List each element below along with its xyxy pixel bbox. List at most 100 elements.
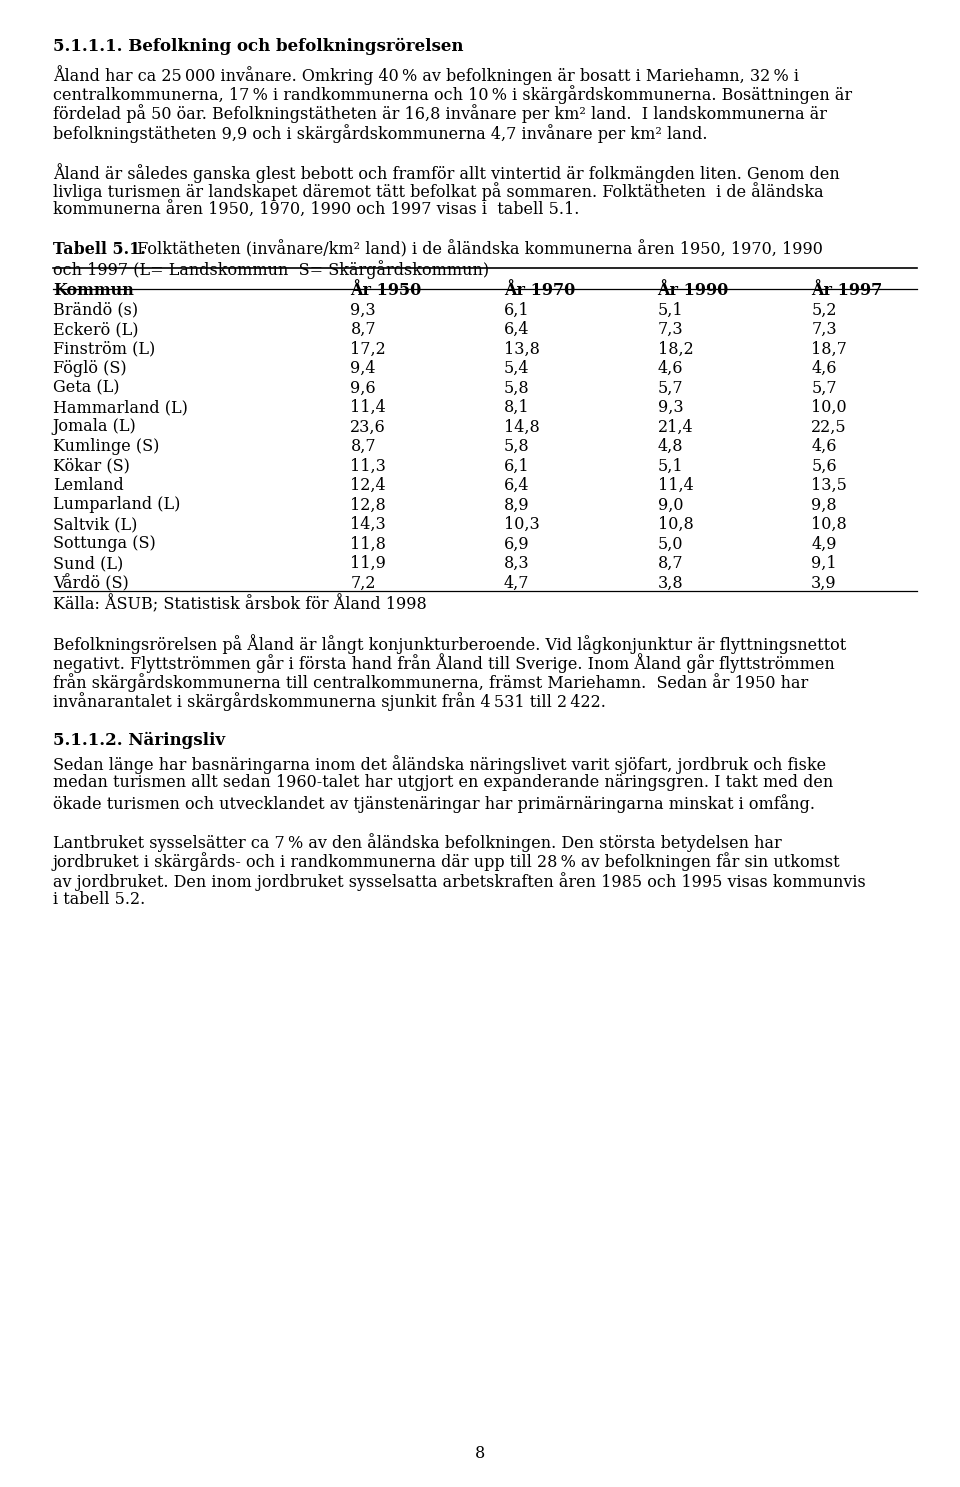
Text: 18,2: 18,2: [658, 341, 693, 357]
Text: Lumparland (L): Lumparland (L): [53, 497, 180, 513]
Text: från skärgårdskommunerna till centralkommunerna, främst Mariehamn.  Sedan år 195: från skärgårdskommunerna till centralkom…: [53, 674, 808, 691]
Text: 11,8: 11,8: [350, 535, 386, 553]
Text: 9,1: 9,1: [811, 555, 837, 572]
Text: Lemland: Lemland: [53, 477, 124, 494]
Text: 8,7: 8,7: [350, 439, 376, 455]
Text: Lantbruket sysselsätter ca 7 % av den åländska befolkningen. Den största betydel: Lantbruket sysselsätter ca 7 % av den ål…: [53, 833, 781, 852]
Text: År 1970: År 1970: [504, 283, 575, 299]
Text: 7,3: 7,3: [658, 321, 684, 338]
Text: och 1997 (L= Landskommun  S= Skärgårdskommun): och 1997 (L= Landskommun S= Skärgårdskom…: [53, 260, 489, 280]
Text: 11,9: 11,9: [350, 555, 386, 572]
Text: livliga turismen är landskapet däremot tätt befolkat på sommaren. Folktätheten  : livliga turismen är landskapet däremot t…: [53, 183, 824, 201]
Text: 6,4: 6,4: [504, 477, 530, 494]
Text: Folktätheten (invånare/km² land) i de åländska kommunerna åren 1950, 1970, 1990: Folktätheten (invånare/km² land) i de ål…: [132, 241, 823, 259]
Text: År 1950: År 1950: [350, 283, 421, 299]
Text: 12,4: 12,4: [350, 477, 386, 494]
Text: 11,4: 11,4: [350, 399, 386, 416]
Text: Föglö (S): Föglö (S): [53, 360, 127, 376]
Text: 4,7: 4,7: [504, 574, 530, 592]
Text: 10,8: 10,8: [658, 516, 693, 532]
Text: 8,3: 8,3: [504, 555, 530, 572]
Text: 7,3: 7,3: [811, 321, 837, 338]
Text: 8,9: 8,9: [504, 497, 530, 513]
Text: 3,8: 3,8: [658, 574, 684, 592]
Text: 5,8: 5,8: [504, 439, 530, 455]
Text: 5.1.1.2. Näringsliv: 5.1.1.2. Näringsliv: [53, 732, 225, 748]
Text: Brändö (s): Brändö (s): [53, 302, 138, 318]
Text: Tabell 5.1.: Tabell 5.1.: [53, 241, 146, 259]
Text: Sottunga (S): Sottunga (S): [53, 535, 156, 553]
Text: 9,0: 9,0: [658, 497, 684, 513]
Text: 9,4: 9,4: [350, 360, 376, 376]
Text: 14,8: 14,8: [504, 418, 540, 436]
Text: 8: 8: [475, 1445, 485, 1462]
Text: 6,4: 6,4: [504, 321, 530, 338]
Text: ökade turismen och utvecklandet av tjänstenäringar har primärnäringarna minskat : ökade turismen och utvecklandet av tjäns…: [53, 794, 815, 813]
Text: Hammarland (L): Hammarland (L): [53, 399, 187, 416]
Text: Åland har ca 25 000 invånare. Omkring 40 % av befolkningen är bosatt i Mariehamn: Åland har ca 25 000 invånare. Omkring 40…: [53, 65, 799, 85]
Text: jordbruket i skärgårds- och i randkommunerna där upp till 28 % av befolkningen f: jordbruket i skärgårds- och i randkommun…: [53, 852, 840, 871]
Text: Kumlinge (S): Kumlinge (S): [53, 439, 159, 455]
Text: 9,3: 9,3: [350, 302, 376, 318]
Text: 3,9: 3,9: [811, 574, 837, 592]
Text: Geta (L): Geta (L): [53, 379, 119, 397]
Text: negativt. Flyttströmmen går i första hand från Åland till Sverige. Inom Åland gå: negativt. Flyttströmmen går i första han…: [53, 653, 834, 674]
Text: Jomala (L): Jomala (L): [53, 418, 136, 436]
Text: 5,2: 5,2: [811, 302, 837, 318]
Text: 10,8: 10,8: [811, 516, 847, 532]
Text: 5,7: 5,7: [811, 379, 837, 397]
Text: 6,1: 6,1: [504, 458, 530, 474]
Text: 13,8: 13,8: [504, 341, 540, 357]
Text: 13,5: 13,5: [811, 477, 847, 494]
Text: 5,8: 5,8: [504, 379, 530, 397]
Text: medan turismen allt sedan 1960-talet har utgjort en expanderande näringsgren. I : medan turismen allt sedan 1960-talet har…: [53, 775, 833, 791]
Text: År 1990: År 1990: [658, 283, 729, 299]
Text: 8,7: 8,7: [350, 321, 376, 338]
Text: kommunerna åren 1950, 1970, 1990 och 1997 visas i  tabell 5.1.: kommunerna åren 1950, 1970, 1990 och 199…: [53, 202, 579, 219]
Text: fördelad på 50 öar. Befolkningstätheten är 16,8 invånare per km² land.  I landsk: fördelad på 50 öar. Befolkningstätheten …: [53, 104, 827, 123]
Text: 5,1: 5,1: [658, 302, 684, 318]
Text: befolkningstätheten 9,9 och i skärgårdskommunerna 4,7 invånare per km² land.: befolkningstätheten 9,9 och i skärgårdsk…: [53, 123, 708, 143]
Text: 4,8: 4,8: [658, 439, 684, 455]
Text: Kökar (S): Kökar (S): [53, 458, 130, 474]
Text: 7,2: 7,2: [350, 574, 376, 592]
Text: i tabell 5.2.: i tabell 5.2.: [53, 891, 145, 909]
Text: 14,3: 14,3: [350, 516, 386, 532]
Text: 9,8: 9,8: [811, 497, 837, 513]
Text: 9,6: 9,6: [350, 379, 376, 397]
Text: 23,6: 23,6: [350, 418, 386, 436]
Text: 4,6: 4,6: [811, 360, 837, 376]
Text: 11,4: 11,4: [658, 477, 693, 494]
Text: Sund (L): Sund (L): [53, 555, 123, 572]
Text: 6,9: 6,9: [504, 535, 530, 553]
Text: Saltvik (L): Saltvik (L): [53, 516, 137, 532]
Text: Kommun: Kommun: [53, 283, 133, 299]
Text: 11,3: 11,3: [350, 458, 386, 474]
Text: Befolkningsrörelsen på Åland är långt konjunkturberoende. Vid lågkonjunktur är f: Befolkningsrörelsen på Åland är långt ko…: [53, 633, 846, 654]
Text: 10,3: 10,3: [504, 516, 540, 532]
Text: 5.1.1.1. Befolkning och befolkningsrörelsen: 5.1.1.1. Befolkning och befolkningsrörel…: [53, 39, 464, 55]
Text: 5,0: 5,0: [658, 535, 684, 553]
Text: 5,7: 5,7: [658, 379, 684, 397]
Text: 18,7: 18,7: [811, 341, 847, 357]
Text: 10,0: 10,0: [811, 399, 847, 416]
Text: 6,1: 6,1: [504, 302, 530, 318]
Text: Åland är således ganska glest bebott och framför allt vintertid är folkmängden l: Åland är således ganska glest bebott och…: [53, 164, 840, 183]
Text: invånarantalet i skärgårdskommunerna sjunkit från 4 531 till 2 422.: invånarantalet i skärgårdskommunerna sju…: [53, 693, 606, 711]
Text: 8,1: 8,1: [504, 399, 530, 416]
Text: 12,8: 12,8: [350, 497, 386, 513]
Text: centralkommunerna, 17 % i randkommunerna och 10 % i skärgårdskommunerna. Bosättn: centralkommunerna, 17 % i randkommunerna…: [53, 85, 852, 104]
Text: Källa: ÅSUB; Statistisk årsbok för Åland 1998: Källa: ÅSUB; Statistisk årsbok för Åland…: [53, 595, 426, 614]
Text: 5,1: 5,1: [658, 458, 684, 474]
Text: År 1997: År 1997: [811, 283, 882, 299]
Text: 4,9: 4,9: [811, 535, 837, 553]
Text: 5,6: 5,6: [811, 458, 837, 474]
Text: av jordbruket. Den inom jordbruket sysselsatta arbetskraften åren 1985 och 1995 : av jordbruket. Den inom jordbruket sysse…: [53, 871, 866, 891]
Text: 8,7: 8,7: [658, 555, 684, 572]
Text: Vårdö (S): Vårdö (S): [53, 574, 129, 592]
Text: 21,4: 21,4: [658, 418, 693, 436]
Text: 4,6: 4,6: [658, 360, 684, 376]
Text: 9,3: 9,3: [658, 399, 684, 416]
Text: Finström (L): Finström (L): [53, 341, 156, 357]
Text: Eckerö (L): Eckerö (L): [53, 321, 138, 338]
